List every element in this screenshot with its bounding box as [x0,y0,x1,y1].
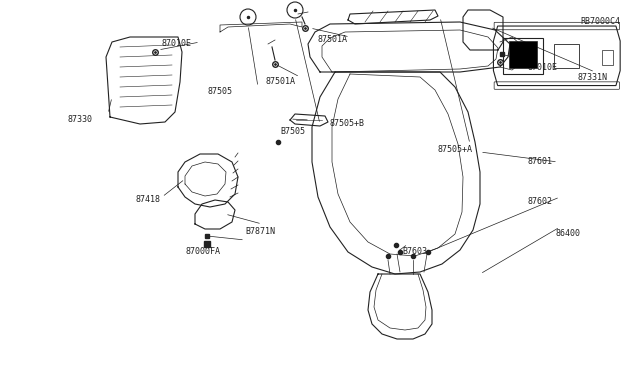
Text: 87505+B: 87505+B [330,119,365,128]
Bar [509,41,537,68]
Text: 87602: 87602 [528,198,553,206]
Text: B7603: B7603 [402,247,427,257]
Text: 87000FA: 87000FA [185,247,220,257]
Bar [503,38,543,74]
Text: B7505: B7505 [280,128,305,137]
Text: 87501A: 87501A [318,35,348,45]
Text: 87330: 87330 [68,115,93,124]
Text: 87505: 87505 [208,87,233,96]
Text: RB7000C4: RB7000C4 [580,17,620,26]
Text: 87505+A: 87505+A [438,145,473,154]
Text: 87331N: 87331N [578,73,608,81]
Text: B7871N: B7871N [245,228,275,237]
Text: 87010E: 87010E [162,39,192,48]
Text: 87601: 87601 [528,157,553,167]
Text: 87418: 87418 [135,196,160,205]
Text: 86400: 86400 [555,230,580,238]
Text: 87501A: 87501A [265,77,295,87]
Bar [602,50,613,65]
Text: 87010E: 87010E [528,62,558,71]
Bar [554,44,579,68]
